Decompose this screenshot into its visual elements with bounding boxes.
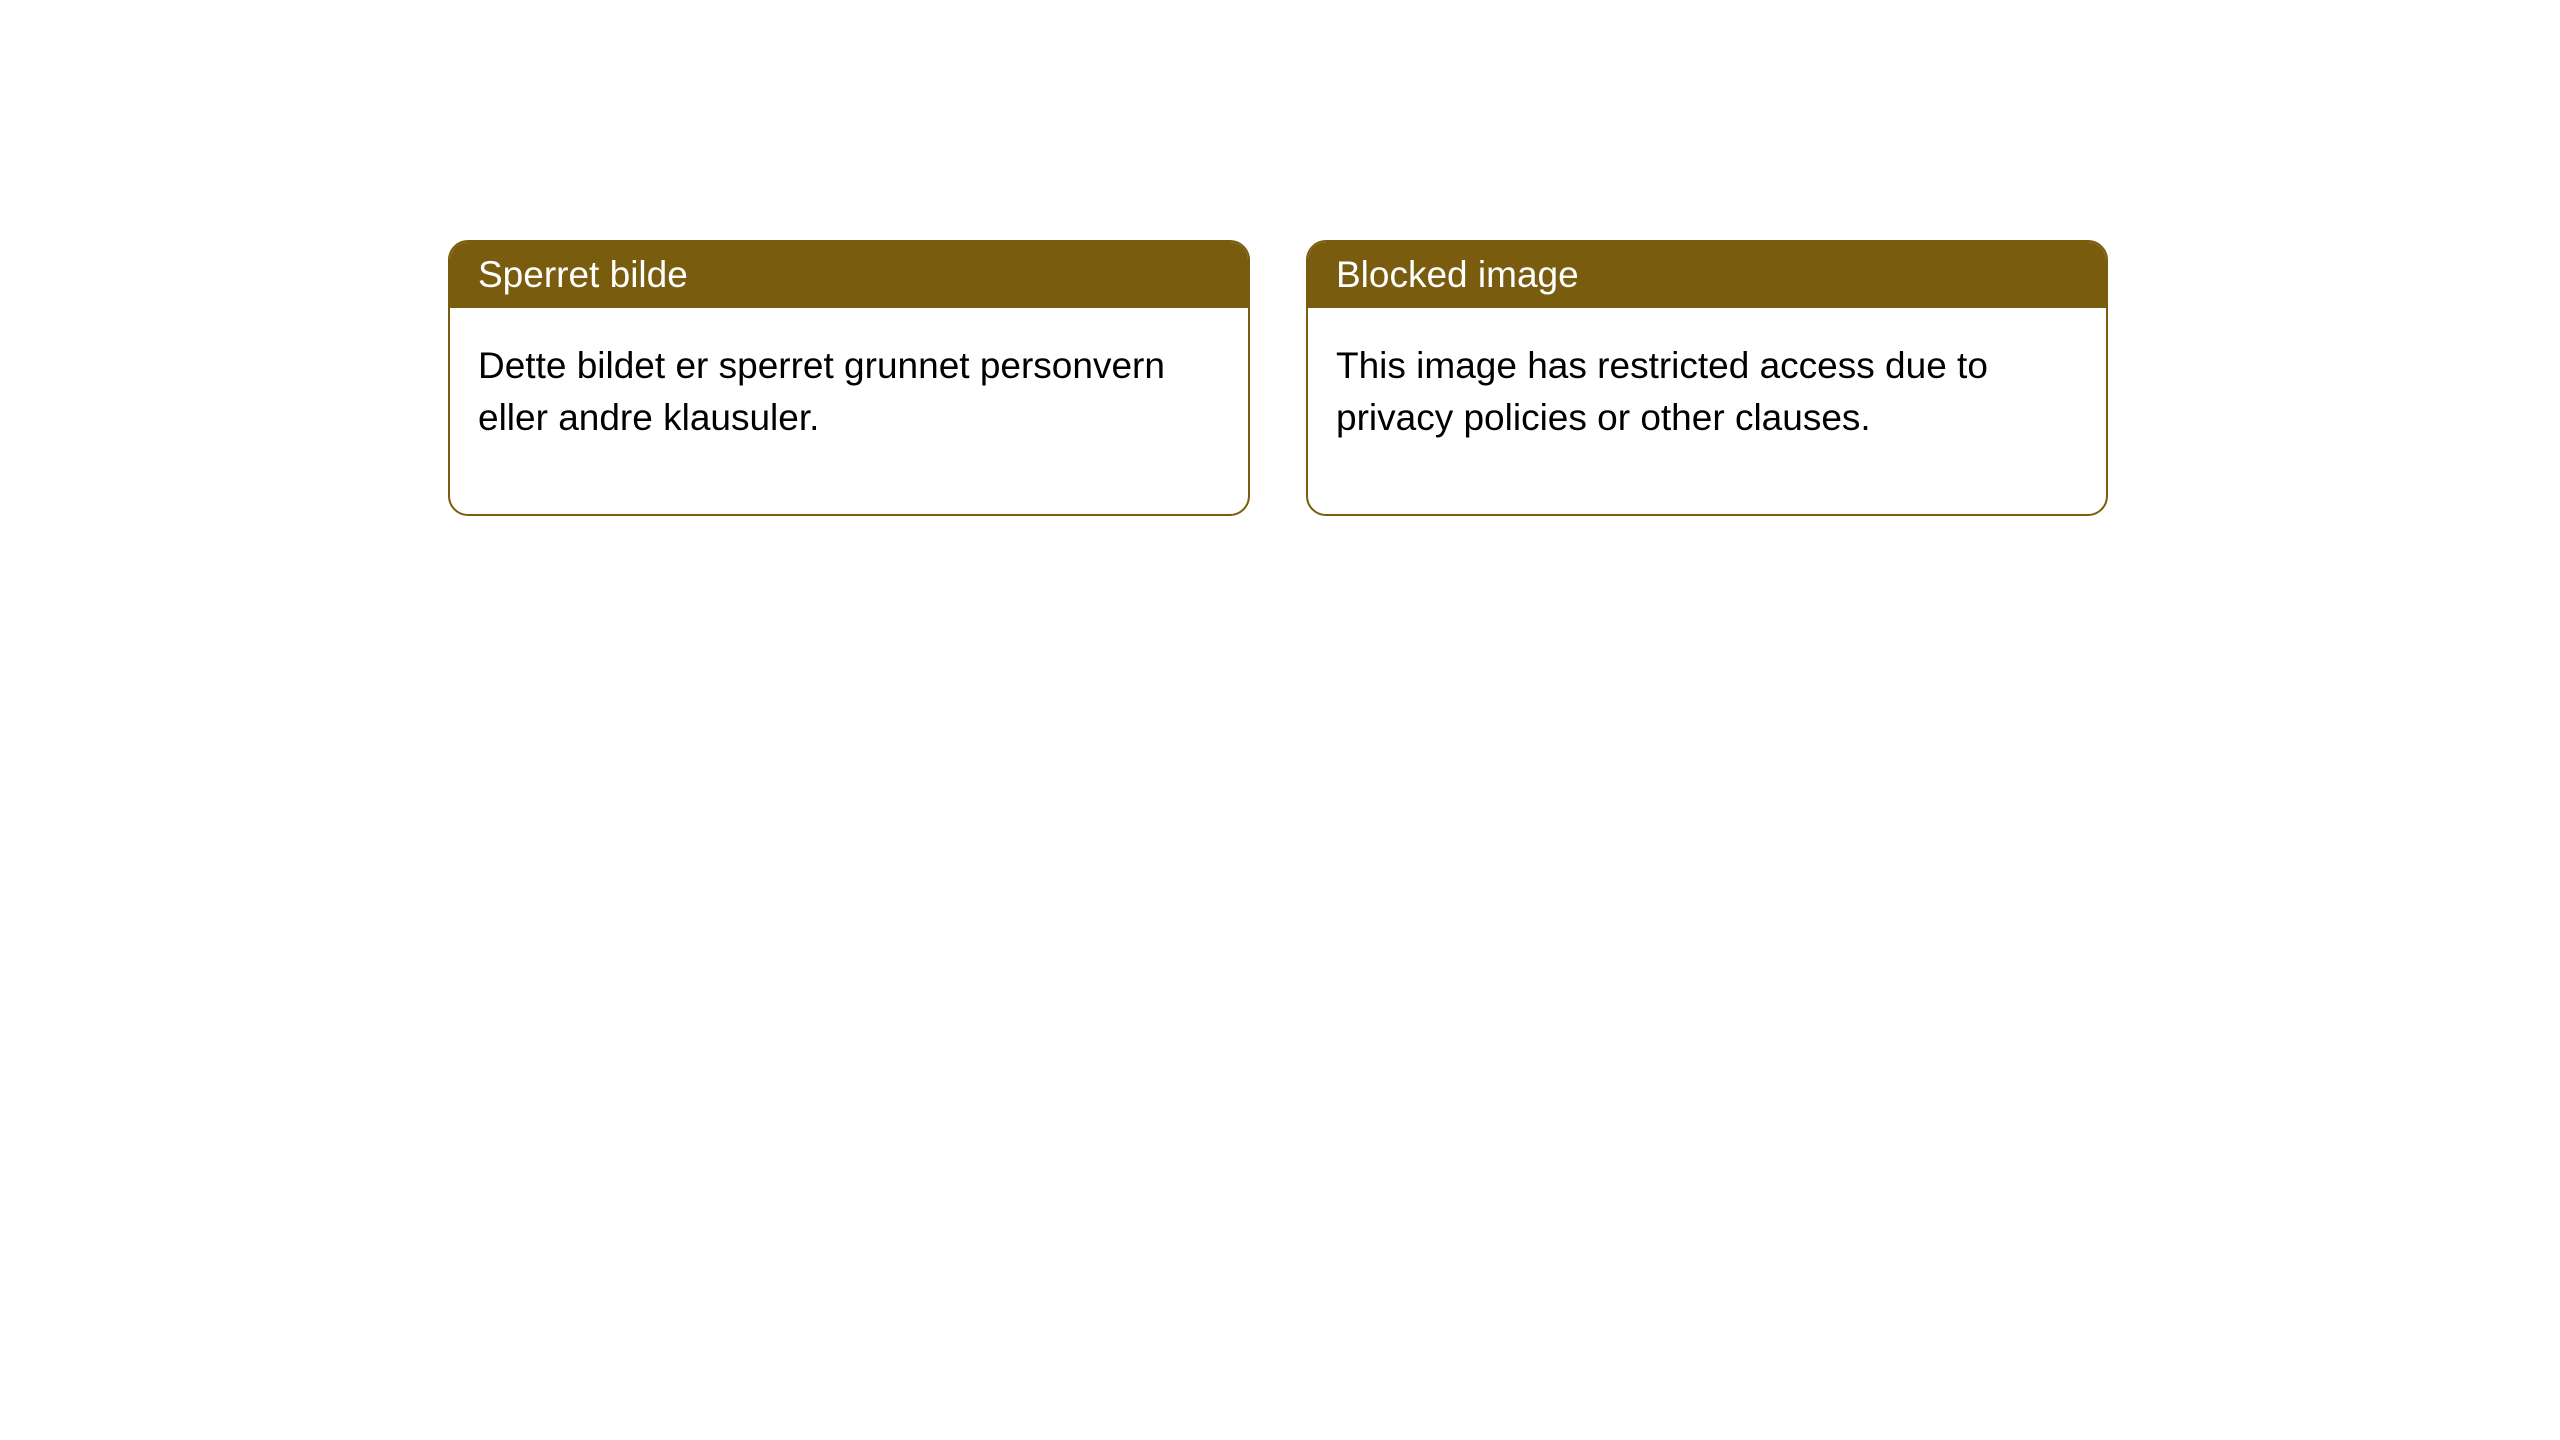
- notice-body: Dette bildet er sperret grunnet personve…: [450, 308, 1248, 514]
- notice-header: Sperret bilde: [450, 242, 1248, 308]
- notice-header: Blocked image: [1308, 242, 2106, 308]
- notice-card-english: Blocked image This image has restricted …: [1306, 240, 2108, 516]
- notice-card-norwegian: Sperret bilde Dette bildet er sperret gr…: [448, 240, 1250, 516]
- notice-body: This image has restricted access due to …: [1308, 308, 2106, 514]
- notice-container: Sperret bilde Dette bildet er sperret gr…: [448, 240, 2108, 516]
